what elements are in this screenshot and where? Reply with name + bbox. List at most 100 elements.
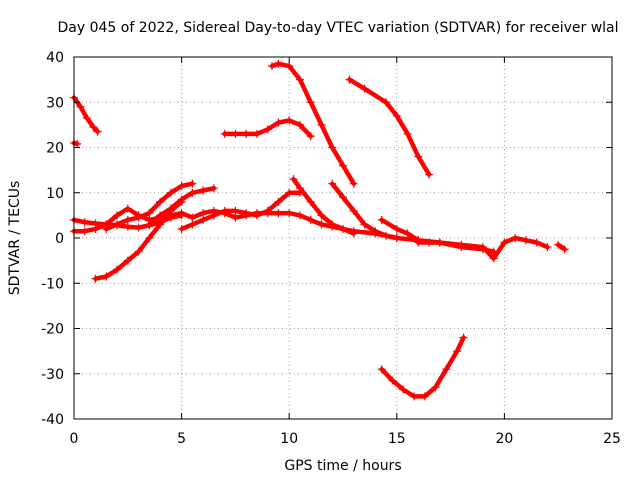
x-tick-label: 5 (177, 431, 186, 447)
data-point (543, 243, 552, 252)
data-point (382, 98, 391, 107)
data-point (285, 116, 294, 125)
data-point (392, 234, 401, 242)
data-point (392, 111, 401, 120)
data-point (345, 75, 354, 84)
y-tick-label: -40 (41, 412, 64, 428)
grid (74, 57, 612, 419)
data-point (80, 218, 89, 227)
data-point (177, 224, 186, 233)
data-point (177, 209, 186, 218)
axis-ticks: 0 5 10 15 20 25 -40 -30 -20 -10 0 10 20 30 40 (41, 50, 621, 447)
data-point (91, 274, 100, 283)
data-point (317, 120, 326, 129)
data-point (231, 213, 240, 222)
series-s16 (554, 240, 569, 254)
data-point (328, 220, 337, 229)
data-point (339, 193, 347, 202)
data-point (399, 385, 408, 394)
data-point (231, 129, 240, 138)
data-point (134, 223, 143, 232)
y-tick-label: 30 (46, 95, 64, 111)
x-tick-label: 10 (280, 431, 298, 447)
series-s12 (328, 179, 401, 242)
data-point (295, 120, 304, 129)
data-point (382, 231, 391, 240)
data-point (328, 143, 337, 152)
data-point (102, 272, 111, 281)
data-point (199, 209, 208, 218)
data-point (317, 220, 326, 229)
data-point (134, 247, 143, 256)
x-axis-label: GPS time / hours (284, 458, 401, 474)
data-point (220, 206, 229, 215)
y-tick-label: -10 (41, 276, 64, 292)
data-point (113, 211, 122, 220)
series-s9 (220, 116, 315, 141)
data-point (285, 188, 294, 197)
data-point (306, 132, 315, 141)
data-point (80, 227, 89, 236)
data-point (392, 224, 401, 233)
data-point (435, 238, 444, 247)
data-point (521, 236, 530, 245)
y-tick-label: 10 (46, 186, 64, 202)
data-point (156, 220, 165, 229)
data-point (199, 186, 208, 195)
data-point (123, 215, 132, 224)
series-s6 (102, 179, 197, 233)
data-point (91, 224, 100, 233)
data-point (188, 220, 197, 229)
series-line (379, 335, 466, 399)
data-point (410, 392, 419, 401)
data-point (188, 179, 197, 188)
data-point (73, 139, 82, 148)
data-point (102, 224, 111, 233)
data-point (177, 181, 186, 190)
data-point (295, 184, 304, 193)
data-point (274, 118, 283, 127)
data-point (145, 220, 154, 229)
series-line (179, 190, 303, 232)
data-point (220, 129, 229, 138)
series-s8 (177, 188, 304, 233)
x-tick-label: 15 (388, 431, 406, 447)
data-point (554, 240, 563, 249)
data-point (377, 365, 386, 374)
data-point (113, 220, 122, 229)
data-point (123, 256, 132, 265)
data-point (403, 229, 412, 238)
x-tick-label: 25 (603, 431, 621, 447)
y-tick-label: 40 (46, 50, 64, 66)
data-point (511, 234, 520, 242)
data-point (267, 62, 276, 71)
series-s10 (267, 59, 358, 188)
y-tick-label: 20 (46, 141, 64, 157)
data-point (414, 238, 423, 247)
data-point (145, 234, 154, 242)
data-point (263, 206, 272, 215)
data-point (231, 206, 240, 215)
data-point (425, 170, 434, 179)
y-tick-label: -20 (41, 322, 64, 338)
data-point (156, 197, 165, 206)
series-s11 (289, 175, 358, 238)
data-point (93, 127, 102, 136)
data-point (252, 211, 261, 220)
data-point (285, 209, 294, 218)
data-point (274, 197, 283, 206)
series-line (555, 242, 567, 252)
series-s4 (70, 204, 498, 256)
data-point (420, 392, 429, 401)
data-point (274, 59, 283, 68)
data-point (360, 220, 369, 229)
data-point (209, 184, 218, 193)
data-point (459, 333, 468, 342)
data-point (295, 211, 304, 220)
data-point (113, 265, 122, 274)
series-s17 (377, 333, 468, 401)
data-point (166, 188, 175, 197)
x-tick-label: 20 (495, 431, 513, 447)
data-point (403, 129, 412, 138)
data-point (188, 188, 197, 197)
